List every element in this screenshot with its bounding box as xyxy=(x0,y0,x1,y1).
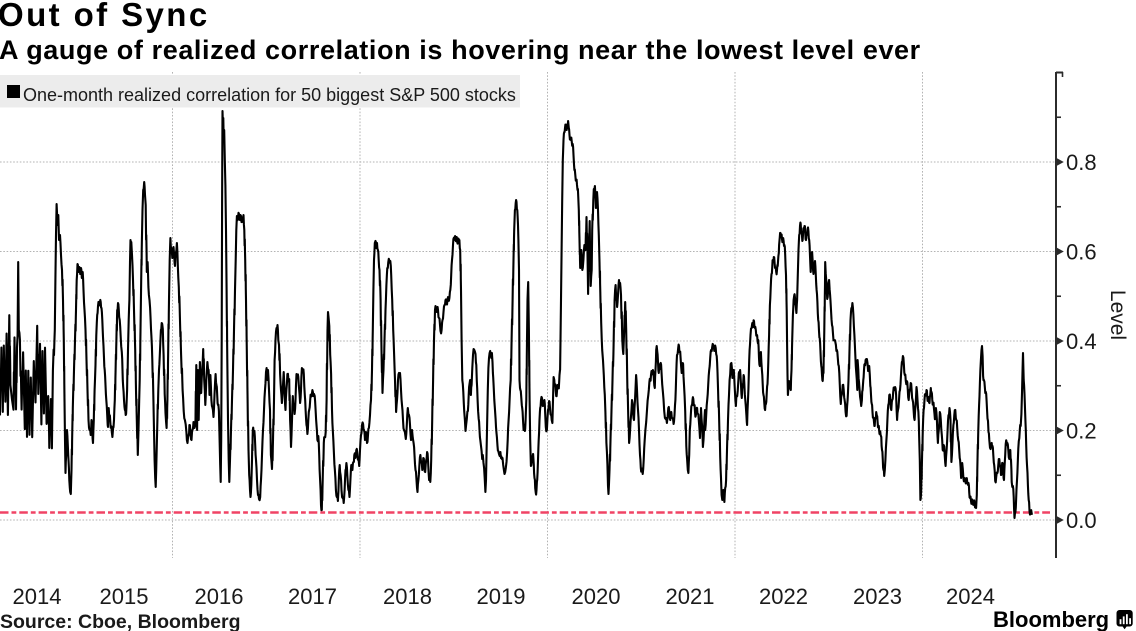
svg-text:2020: 2020 xyxy=(572,584,621,609)
svg-text:One-month realized correlation: One-month realized correlation for 50 bi… xyxy=(23,85,516,105)
svg-text:2016: 2016 xyxy=(195,584,244,609)
svg-text:Out of Sync: Out of Sync xyxy=(0,0,210,33)
svg-text:0.6: 0.6 xyxy=(1066,240,1097,265)
svg-text:A gauge of realized correlatio: A gauge of realized correlation is hover… xyxy=(0,35,921,65)
svg-text:2023: 2023 xyxy=(853,584,902,609)
svg-text:2021: 2021 xyxy=(666,584,715,609)
svg-text:Source: Cboe, Bloomberg: Source: Cboe, Bloomberg xyxy=(0,611,241,631)
svg-text:2024: 2024 xyxy=(946,584,995,609)
svg-text:Level: Level xyxy=(1106,290,1129,340)
svg-text:2019: 2019 xyxy=(477,584,526,609)
svg-text:0.4: 0.4 xyxy=(1066,329,1097,354)
svg-text:2022: 2022 xyxy=(759,584,808,609)
svg-text:2017: 2017 xyxy=(288,584,337,609)
svg-text:2018: 2018 xyxy=(383,584,432,609)
svg-text:0.0: 0.0 xyxy=(1066,508,1097,533)
svg-text:0.8: 0.8 xyxy=(1066,150,1097,175)
svg-text:Bloomberg: Bloomberg xyxy=(993,607,1109,631)
svg-text:2014: 2014 xyxy=(13,584,62,609)
svg-text:0.2: 0.2 xyxy=(1066,419,1097,444)
svg-text:2015: 2015 xyxy=(100,584,149,609)
